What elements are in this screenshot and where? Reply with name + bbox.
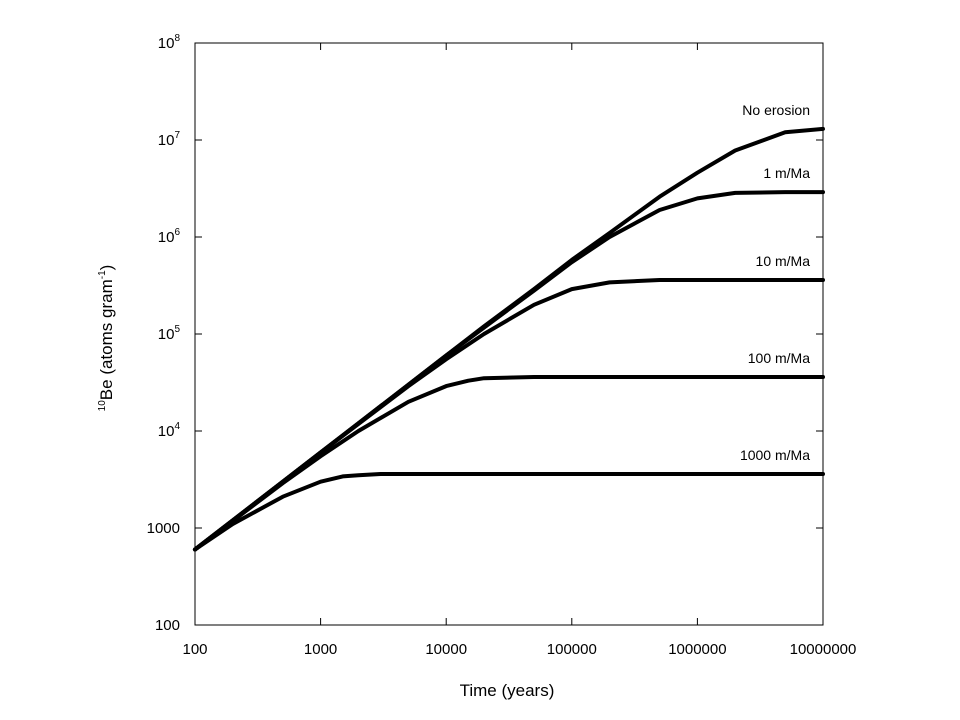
y-tick-label: 107 (158, 130, 181, 149)
y-tick-label: 104 (158, 421, 181, 440)
series-labels: No erosion 1 m/Ma 10 m/Ma 100 m/Ma 1000 m/Ma (740, 102, 810, 463)
y-tick-label: 106 (158, 227, 181, 246)
series-label-3: 100 m/Ma (748, 350, 810, 366)
series-line-3 (193, 375, 825, 552)
plot-frame (194, 42, 824, 626)
x-tick-label: 100000 (547, 641, 597, 658)
x-tick-label: 10000000 (790, 641, 857, 658)
x-axis-title: Time (years) (460, 681, 555, 700)
y-tick-label: 1000 (147, 520, 180, 537)
y-tick-labels: 100 1000 104 105 106 107 108 (147, 33, 181, 634)
y-tick-label: 105 (158, 324, 181, 343)
y-axis-title: 10Be (atoms gram-1) (97, 265, 116, 412)
series-label-1: 1 m/Ma (763, 165, 810, 181)
y-tick-label: 108 (158, 33, 181, 52)
y-tick-label: 100 (155, 617, 180, 634)
axis-ticks (194, 42, 824, 626)
x-tick-label: 10000 (425, 641, 467, 658)
x-tick-label: 100 (182, 641, 207, 658)
series-line-4 (193, 472, 825, 552)
x-tick-labels: 100 1000 10000 100000 1000000 10000000 (182, 641, 856, 658)
series-lines (193, 126, 825, 552)
series-label-4: 1000 m/Ma (740, 447, 810, 463)
series-line-2 (193, 278, 825, 552)
x-tick-label: 1000000 (668, 641, 726, 658)
series-label-2: 10 m/Ma (756, 253, 811, 269)
series-label-0: No erosion (742, 102, 810, 118)
x-tick-label: 1000 (304, 641, 337, 658)
